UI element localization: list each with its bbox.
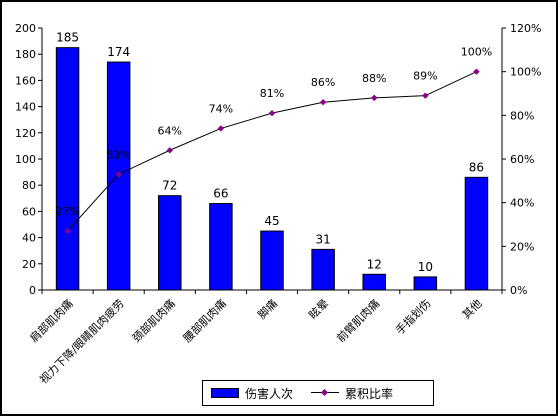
x-category-label: 前臂肌肉痛 xyxy=(334,296,383,345)
y-right-tick-label: 100% xyxy=(510,66,541,79)
y-left-tick-label: 140 xyxy=(15,101,36,114)
line-value-label: 74% xyxy=(209,102,233,115)
line-value-label: 88% xyxy=(362,72,386,85)
y-left-tick-label: 200 xyxy=(15,22,36,35)
line-value-label: 81% xyxy=(260,87,284,100)
legend-line-swatch xyxy=(311,388,340,398)
y-right-tick-label: 40% xyxy=(510,197,534,210)
y-left-tick-label: 20 xyxy=(22,258,36,271)
bar xyxy=(55,47,80,291)
line-value-label: 64% xyxy=(158,124,182,137)
bar xyxy=(260,230,284,291)
line-point xyxy=(319,99,327,106)
line-point xyxy=(115,171,122,178)
legend-item-bar: 伤害人次 xyxy=(211,385,293,402)
line-value-label: 89% xyxy=(413,70,437,83)
bar xyxy=(158,195,182,291)
bar xyxy=(209,203,233,291)
line-point xyxy=(64,227,71,235)
x-category-label: 视力下降/眼睛肌肉疲劳 xyxy=(36,296,126,386)
x-category-label: 脚痛 xyxy=(255,296,280,321)
x-category-label: 肩部肌肉痛 xyxy=(27,296,76,345)
y-left-tick-label: 180 xyxy=(15,48,36,61)
y-left-tick-label: 100 xyxy=(15,153,36,166)
line-point xyxy=(166,147,173,154)
legend-item-line: 累积比率 xyxy=(311,385,393,402)
x-category-label: 其他 xyxy=(460,297,485,322)
bar-value-label: 72 xyxy=(162,179,177,193)
legend-line-label: 累积比率 xyxy=(345,386,394,401)
bar xyxy=(311,248,335,291)
y-right-tick-label: 0% xyxy=(510,284,527,297)
line-point xyxy=(371,94,378,102)
y-right-tick-label: 120% xyxy=(510,22,541,35)
y-left-tick-label: 160 xyxy=(15,74,36,87)
x-category-label: 颈部肌肉痛 xyxy=(129,296,178,345)
line-value-label: 53% xyxy=(106,148,130,161)
bar-value-label: 31 xyxy=(315,232,330,246)
y-left-tick-label: 60 xyxy=(22,205,36,218)
bar-value-label: 86 xyxy=(469,160,484,174)
bar-value-label: 45 xyxy=(264,214,279,228)
line-point xyxy=(473,68,480,75)
bar-value-label: 185 xyxy=(56,31,79,45)
y-left-tick-label: 120 xyxy=(15,127,36,140)
line-point xyxy=(268,109,276,117)
x-category-label: 手指划伤 xyxy=(392,296,433,337)
legend: 伤害人次 累积比率 xyxy=(202,380,434,406)
y-right-tick-label: 20% xyxy=(510,240,534,253)
y-left-tick-label: 40 xyxy=(22,232,36,245)
legend-bar-label: 伤害人次 xyxy=(245,386,294,401)
bar xyxy=(413,276,438,291)
bar xyxy=(362,273,386,291)
line-point xyxy=(217,125,225,132)
y-right-tick-label: 80% xyxy=(510,109,534,122)
y-right-tick-label: 60% xyxy=(510,153,534,166)
line-value-label: 100% xyxy=(461,46,492,59)
bar-value-label: 12 xyxy=(367,257,382,271)
line-value-label: 27% xyxy=(55,205,79,218)
y-left-tick-label: 80 xyxy=(22,179,36,192)
bar-value-label: 66 xyxy=(213,187,228,201)
bar xyxy=(464,176,489,291)
line-value-label: 86% xyxy=(311,76,335,89)
legend-bar-swatch xyxy=(211,388,239,398)
bar-value-label: 10 xyxy=(418,260,433,274)
y-left-tick-label: 0 xyxy=(29,284,36,297)
line-point xyxy=(422,92,429,99)
bar-value-label: 174 xyxy=(107,45,130,59)
x-category-label: 腰部肌肉痛 xyxy=(180,296,229,345)
x-category-label: 眩晕 xyxy=(306,296,331,321)
